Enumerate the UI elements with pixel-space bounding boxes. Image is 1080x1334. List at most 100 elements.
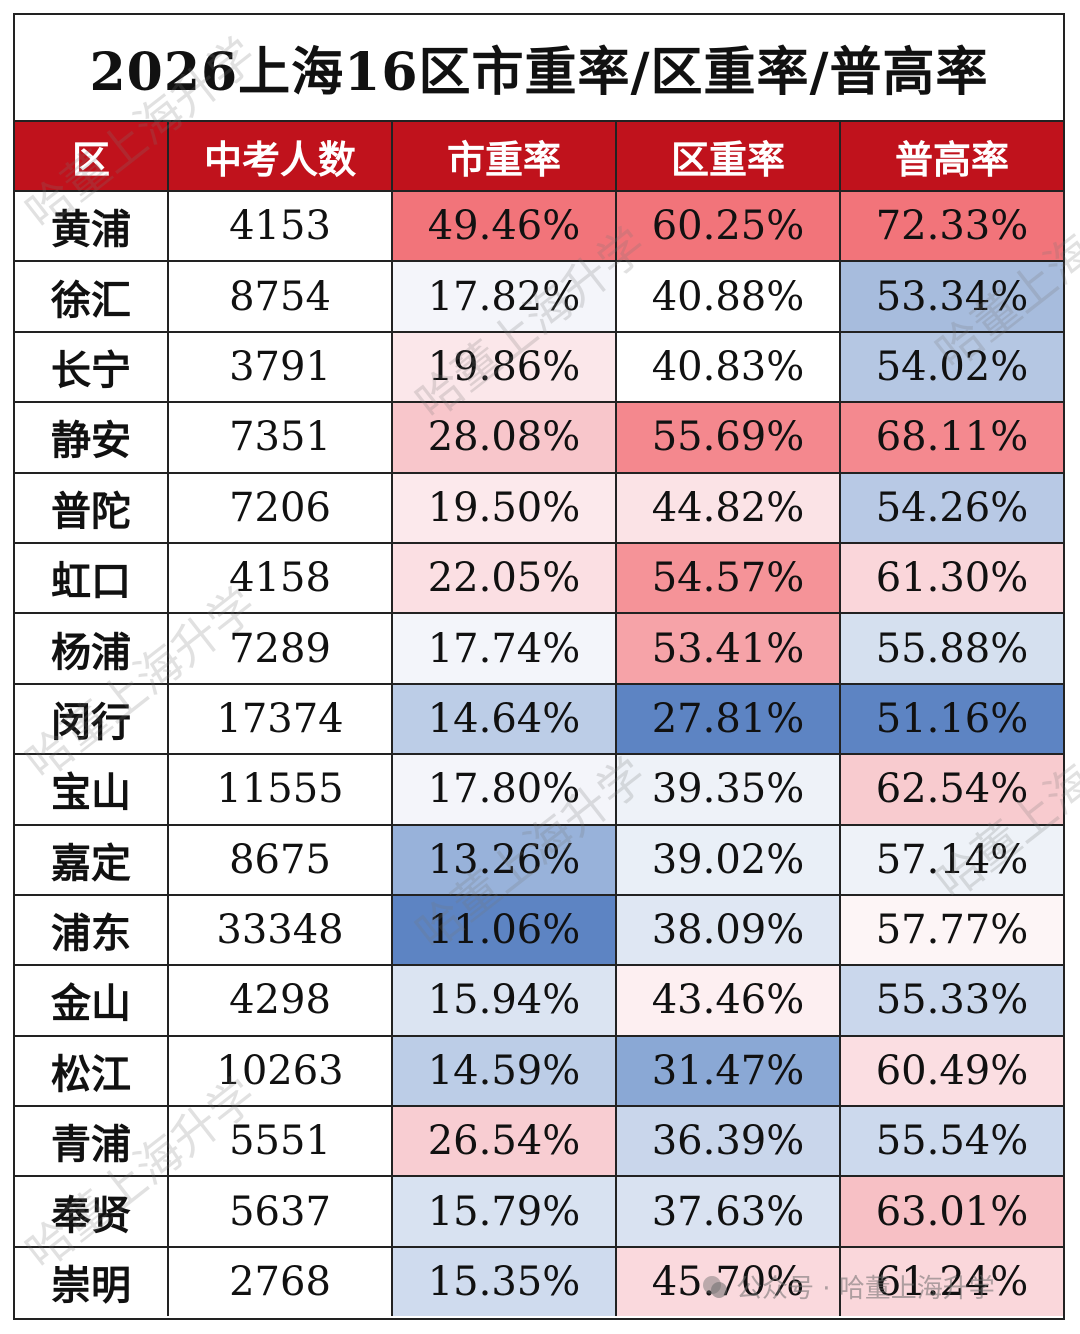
- district-key-rate-cell: 45.70%: [615, 1245, 841, 1317]
- exam-count-cell: 5551: [167, 1105, 393, 1178]
- city-key-rate-cell: 13.26%: [391, 823, 617, 896]
- rate-table: 区 中考人数 市重率 区重率 普高率 黄浦 4153 49.46% 60.25% 72.…: [15, 122, 1063, 1317]
- exam-count-cell: 7289: [167, 612, 393, 685]
- table-frame: 2026上海16区市重率/区重率/普高率 区 中考人数 市重率 区重率 普高率 …: [13, 13, 1065, 1320]
- district-key-rate-cell: 55.69%: [615, 401, 841, 474]
- district-cell: 宝山: [15, 753, 169, 826]
- city-key-rate-cell: 15.79%: [391, 1175, 617, 1248]
- table-row: 静安 7351 28.08% 55.69% 68.11%: [15, 401, 1063, 474]
- city-key-rate-cell: 11.06%: [391, 893, 617, 967]
- table-row: 松江 10263 14.59% 31.47% 60.49%: [15, 1034, 1063, 1108]
- table-row: 长宁 3791 19.86% 40.83% 54.02%: [15, 330, 1063, 404]
- table-row: 普陀 7206 19.50% 44.82% 54.26%: [15, 471, 1063, 544]
- table-row: 虹口 4158 22.05% 54.57% 61.30%: [15, 541, 1063, 615]
- exam-count-cell: 7351: [167, 401, 393, 474]
- exam-count-cell: 11555: [167, 753, 393, 826]
- header-general-high-rate: 普高率: [839, 122, 1063, 192]
- district-key-rate-cell: 44.82%: [615, 471, 841, 544]
- general-high-rate-cell: 60.49%: [839, 1034, 1063, 1108]
- city-key-rate-cell: 17.82%: [391, 260, 617, 333]
- city-key-rate-cell: 26.54%: [391, 1105, 617, 1178]
- exam-count-cell: 5637: [167, 1175, 393, 1248]
- general-high-rate-cell: 55.54%: [839, 1105, 1063, 1178]
- district-key-rate-cell: 36.39%: [615, 1105, 841, 1178]
- city-key-rate-cell: 19.50%: [391, 471, 617, 544]
- district-cell: 松江: [15, 1034, 169, 1108]
- header-district: 区: [15, 122, 169, 192]
- city-key-rate-cell: 19.86%: [391, 330, 617, 404]
- table-body: 黄浦 4153 49.46% 60.25% 72.33% 徐汇 8754 17.82% 40.8…: [15, 189, 1063, 1317]
- general-high-rate-cell: 51.16%: [839, 682, 1063, 756]
- exam-count-cell: 8675: [167, 823, 393, 896]
- city-key-rate-cell: 14.64%: [391, 682, 617, 756]
- table-row: 闵行 17374 14.64% 27.81% 51.16%: [15, 682, 1063, 756]
- district-cell: 崇明: [15, 1245, 169, 1317]
- header-city-key-rate: 市重率: [391, 122, 617, 192]
- header-row: 区 中考人数 市重率 区重率 普高率: [15, 122, 1063, 192]
- district-cell: 奉贤: [15, 1175, 169, 1248]
- exam-count-cell: 17374: [167, 682, 393, 756]
- district-cell: 长宁: [15, 330, 169, 404]
- table-row: 青浦 5551 26.54% 36.39% 55.54%: [15, 1105, 1063, 1178]
- footer-account-label: 公众号 · 哈董上海升学: [736, 1274, 995, 1304]
- exam-count-cell: 3791: [167, 330, 393, 404]
- district-cell: 杨浦: [15, 612, 169, 685]
- general-high-rate-cell: 57.77%: [839, 893, 1063, 967]
- general-high-rate-cell: 54.26%: [839, 471, 1063, 544]
- table-row: 崇明 2768 15.35% 45.70% 61.24%: [15, 1245, 1063, 1317]
- wechat-icon: [703, 1275, 727, 1298]
- district-key-rate-cell: 40.88%: [615, 260, 841, 333]
- district-cell: 徐汇: [15, 260, 169, 333]
- general-high-rate-cell: 72.33%: [839, 189, 1063, 263]
- table-row: 浦东 33348 11.06% 38.09% 57.77%: [15, 893, 1063, 967]
- district-cell: 青浦: [15, 1105, 169, 1178]
- table-row: 嘉定 8675 13.26% 39.02% 57.14%: [15, 823, 1063, 896]
- district-cell: 静安: [15, 401, 169, 474]
- general-high-rate-cell: 63.01%: [839, 1175, 1063, 1248]
- district-cell: 金山: [15, 964, 169, 1037]
- general-high-rate-cell: 68.11%: [839, 401, 1063, 474]
- general-high-rate-cell: 54.02%: [839, 330, 1063, 404]
- exam-count-cell: 4158: [167, 541, 393, 615]
- exam-count-cell: 2768: [167, 1245, 393, 1317]
- district-key-rate-cell: 43.46%: [615, 964, 841, 1037]
- general-high-rate-cell: 53.34%: [839, 260, 1063, 333]
- district-key-rate-cell: 40.83%: [615, 330, 841, 404]
- city-key-rate-cell: 15.35%: [391, 1245, 617, 1317]
- district-key-rate-cell: 53.41%: [615, 612, 841, 685]
- district-cell: 闵行: [15, 682, 169, 756]
- city-key-rate-cell: 28.08%: [391, 401, 617, 474]
- city-key-rate-cell: 17.74%: [391, 612, 617, 685]
- exam-count-cell: 10263: [167, 1034, 393, 1108]
- district-cell: 浦东: [15, 893, 169, 967]
- table-row: 杨浦 7289 17.74% 53.41% 55.88%: [15, 612, 1063, 685]
- city-key-rate-cell: 17.80%: [391, 753, 617, 826]
- general-high-rate-cell: 55.33%: [839, 964, 1063, 1037]
- district-key-rate-cell: 60.25%: [615, 189, 841, 263]
- exam-count-cell: 7206: [167, 471, 393, 544]
- district-key-rate-cell: 39.02%: [615, 823, 841, 896]
- city-key-rate-cell: 14.59%: [391, 1034, 617, 1108]
- exam-count-cell: 8754: [167, 260, 393, 333]
- header-exam-count: 中考人数: [167, 122, 393, 192]
- city-key-rate-cell: 22.05%: [391, 541, 617, 615]
- general-high-rate-cell: 57.14%: [839, 823, 1063, 896]
- district-key-rate-cell: 27.81%: [615, 682, 841, 756]
- table-row: 宝山 11555 17.80% 39.35% 62.54%: [15, 753, 1063, 826]
- exam-count-cell: 33348: [167, 893, 393, 967]
- general-high-rate-cell: 55.88%: [839, 612, 1063, 685]
- general-high-rate-cell: 61.24%: [839, 1245, 1063, 1317]
- district-cell: 黄浦: [15, 189, 169, 263]
- city-key-rate-cell: 49.46%: [391, 189, 617, 263]
- district-key-rate-cell: 54.57%: [615, 541, 841, 615]
- header-district-key-rate: 区重率: [615, 122, 841, 192]
- district-cell: 嘉定: [15, 823, 169, 896]
- district-key-rate-cell: 37.63%: [615, 1175, 841, 1248]
- exam-count-cell: 4153: [167, 189, 393, 263]
- district-key-rate-cell: 39.35%: [615, 753, 841, 826]
- district-key-rate-cell: 31.47%: [615, 1034, 841, 1108]
- table-row: 黄浦 4153 49.46% 60.25% 72.33%: [15, 189, 1063, 263]
- exam-count-cell: 4298: [167, 964, 393, 1037]
- page-title: 2026上海16区市重率/区重率/普高率: [15, 15, 1063, 122]
- general-high-rate-cell: 61.30%: [839, 541, 1063, 615]
